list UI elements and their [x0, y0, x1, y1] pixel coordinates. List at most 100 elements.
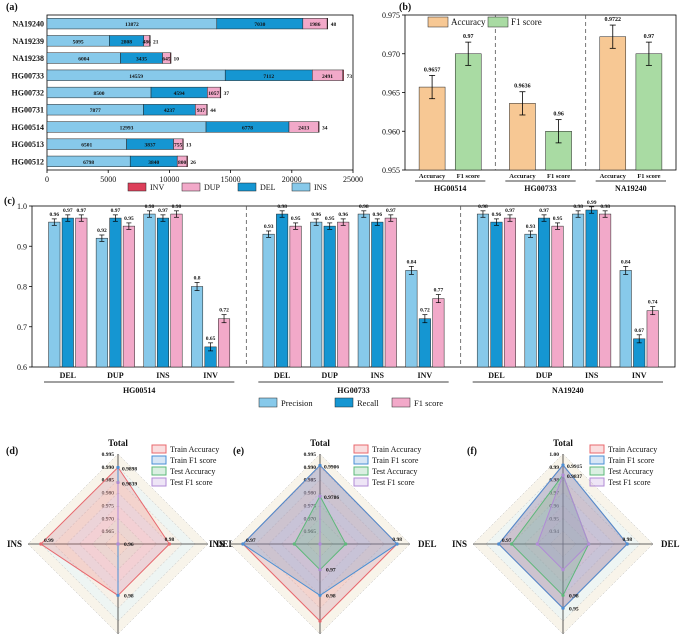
panel-a-xtick-label: 10000	[159, 175, 179, 184]
panel-a-value-label: 4594	[174, 91, 185, 97]
panel-d-ring-label: 0.990	[102, 465, 115, 471]
panel-f-legend-label: Train F1 score	[608, 456, 655, 465]
panel-b-value-label: 0.9636	[514, 84, 531, 90]
panel-a-legend-swatch	[127, 182, 147, 192]
panel-c-value-label: 0.96	[311, 212, 321, 218]
panel-c-category-label: DUP	[536, 371, 553, 380]
panel-c-bar-precision	[405, 270, 418, 368]
panel-f-series-marker	[497, 542, 501, 546]
panel-e-series-marker	[318, 463, 322, 467]
panel-a-legend-label: DEL	[260, 183, 276, 192]
panel-c-bar-recall	[109, 217, 122, 368]
panel-a-category-label: HG00731	[12, 106, 44, 115]
panel-c-value-label: 0.96	[492, 212, 502, 218]
panel-c-bar-f1-score	[122, 225, 135, 368]
panel-f-ring-label: 0.98	[549, 478, 559, 484]
panel-a-legend-label: INV	[150, 183, 164, 192]
panel-e-series-marker	[241, 542, 245, 546]
panel-e-axis-title: DEL	[418, 539, 437, 549]
panel-c-value-label: 0.98	[145, 204, 155, 210]
panel-f-ring-label: 0.99	[549, 465, 559, 471]
panel-a-xtick-label: 15000	[221, 175, 241, 184]
panel-a-legend-swatch	[181, 182, 201, 192]
panel-c-value-label: 0.99	[587, 200, 597, 206]
panel-b-bar-label: Accuracy	[419, 173, 446, 180]
panel-f-series-marker	[561, 606, 565, 610]
panel-f-legend-swatch	[589, 466, 605, 476]
panel-f-ring-label: 0.97	[549, 491, 559, 497]
panel-c-value-label: 0.93	[264, 224, 274, 230]
panel-d-ring-label: 0.965	[102, 529, 115, 535]
panel-c-group-label: HG00514	[123, 386, 155, 395]
panel-a-value-label: 3837	[145, 143, 156, 149]
panel-c-bar-precision	[572, 213, 585, 368]
panel-d-point-label: 0.98	[124, 593, 134, 599]
panel-f-series-marker	[625, 542, 629, 546]
panel-c-value-label: 0.98	[172, 204, 182, 210]
panel-b-bar-accuracy	[418, 86, 446, 171]
panel-a-value-label: 3435	[136, 57, 147, 63]
panel-d-series-marker	[116, 480, 120, 485]
panel-d-legend-swatch	[151, 444, 167, 454]
panel-d-point-label: 0.98	[165, 537, 175, 543]
panel-a-value-label: 486	[143, 39, 152, 45]
panel-a-legend-label: DUP	[204, 183, 221, 192]
panel-a-value-label: 4237	[164, 108, 175, 114]
panel-e-series-marker	[318, 494, 322, 498]
panel-c-bar-f1-score	[384, 217, 397, 368]
panel-c-value-label: 0.97	[386, 208, 396, 214]
panel-c-value-label: 0.92	[97, 228, 107, 234]
panel-b-bar-label: Accuracy	[600, 173, 627, 180]
panel-a-value-label: 5095	[73, 39, 84, 45]
panel-c-value-label: 0.98	[277, 204, 287, 210]
panel-e-point-label: 0.97	[326, 568, 336, 574]
panel-e-series-marker	[318, 593, 322, 598]
panel-c-bar-precision	[95, 237, 108, 368]
panel-d-series-marker	[116, 593, 120, 598]
panel-c-value-label: 0.96	[49, 212, 59, 218]
panel-c-value-label: 0.96	[372, 212, 382, 218]
panel-f-series-marker	[587, 542, 591, 546]
panel-a-value-label: 645	[162, 57, 171, 63]
panel-b-ytick-label: 0.960	[382, 127, 400, 136]
panel-c-value-label: 0.65	[206, 336, 216, 342]
panel-a-bar-inv	[186, 155, 188, 167]
panel-c-category-label: DEL	[274, 371, 290, 380]
panel-b-legend-swatch	[427, 16, 449, 28]
panel-c-bar-precision	[357, 213, 370, 368]
panel-a-value-label: 12993	[120, 125, 134, 131]
panel-d-label: (d)	[6, 446, 18, 457]
panel-c-bar-f1-score	[551, 225, 564, 368]
panel-e-series-marker	[318, 542, 322, 546]
panel-e-legend-label: Train F1 score	[372, 456, 419, 465]
panel-e-legend-label: Test F1 score	[372, 478, 415, 487]
panel-a-value-label: 3840	[148, 160, 159, 166]
panel-c-bar-f1-score	[337, 221, 350, 368]
panel-b-legend-swatch	[487, 16, 509, 28]
panel-a-bar-inv	[342, 69, 344, 81]
panel-a-category-label: HG00514	[12, 123, 44, 132]
panel-b-frame	[404, 14, 677, 171]
panel-e-point-label: 0.98	[392, 537, 402, 543]
panel-f-axis-title: DEL	[661, 539, 680, 549]
panel-a-legend-swatch	[291, 182, 311, 192]
panel-a-bar-inv	[149, 35, 151, 47]
panel-c-bar-precision	[48, 221, 61, 368]
panel-b-bar-label: F1 score	[637, 173, 660, 180]
panel-c-legend-label: Recall	[357, 398, 379, 408]
panel-c-value-label: 0.84	[621, 259, 631, 265]
panel-d-legend-label: Test Accuracy	[170, 467, 215, 476]
panel-c-bar-recall	[156, 217, 169, 368]
panel-e-axis-title: INS	[209, 539, 224, 549]
panel-c-value-label: 0.74	[648, 300, 658, 306]
panel-c-bar-f1-score	[432, 298, 445, 368]
panel-a-xtick-label: 5000	[100, 175, 116, 184]
panel-f-ring-label: 0.94	[549, 529, 559, 535]
panel-c-bar-precision	[262, 233, 275, 368]
panel-a-value-label: 2491	[322, 74, 333, 80]
panel-f-legend-label: Train Accuracy	[608, 445, 657, 454]
panel-f-axis-title: Total	[553, 438, 573, 448]
panel-a-legend-swatch	[237, 182, 257, 192]
panel-a-value-label: 2808	[121, 39, 132, 45]
panel-e-point-label: 0.97	[246, 538, 256, 544]
